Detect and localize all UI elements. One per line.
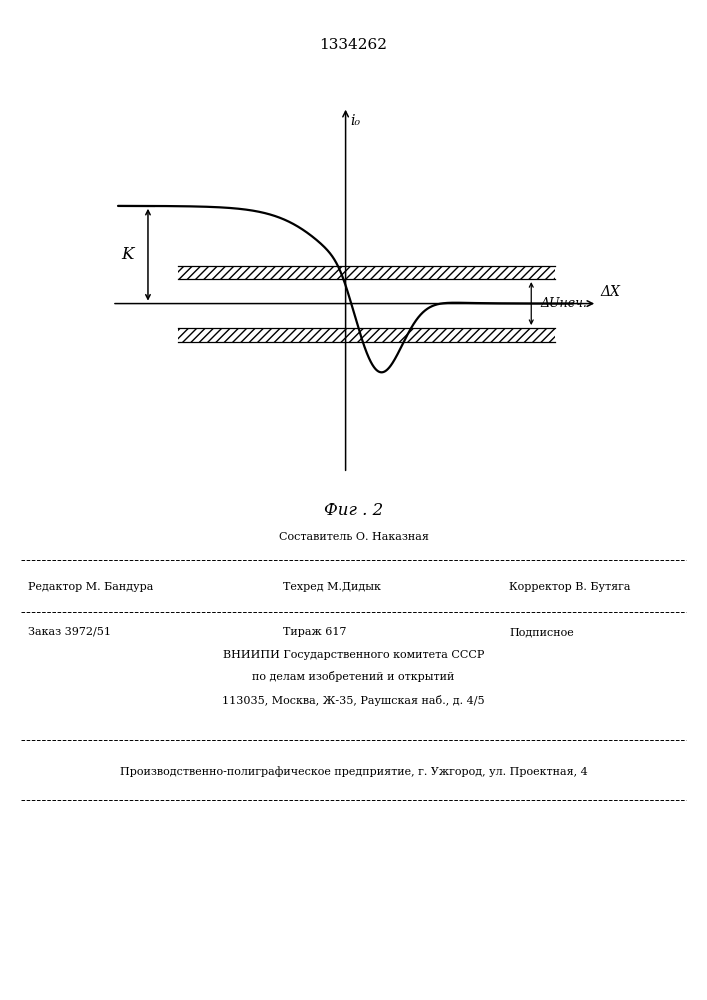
Text: i₀: i₀ xyxy=(351,114,361,128)
Text: ВНИИПИ Государственного комитета СССР: ВНИИПИ Государственного комитета СССР xyxy=(223,650,484,660)
Text: Производственно-полиграфическое предприятие, г. Ужгород, ул. Проектная, 4: Производственно-полиграфическое предприя… xyxy=(119,767,588,777)
Bar xyxy=(178,266,555,279)
Text: ΔX: ΔX xyxy=(600,286,620,300)
Bar xyxy=(178,328,555,342)
Text: по делам изобретений и открытий: по делам изобретений и открытий xyxy=(252,672,455,682)
Text: Подписное: Подписное xyxy=(509,627,574,637)
Text: 1334262: 1334262 xyxy=(320,38,387,52)
Text: K: K xyxy=(121,246,133,263)
Text: Заказ 3972/51: Заказ 3972/51 xyxy=(28,627,111,637)
Text: Техред М.Дидык: Техред М.Дидык xyxy=(283,582,380,592)
Text: ΔUнеч.: ΔUнеч. xyxy=(540,297,587,310)
Text: Корректор В. Бутяга: Корректор В. Бутяга xyxy=(509,582,631,592)
Text: Тираж 617: Тираж 617 xyxy=(283,627,346,637)
Text: Составитель О. Наказная: Составитель О. Наказная xyxy=(279,532,428,542)
Text: 113035, Москва, Ж-35, Раушская наб., д. 4/5: 113035, Москва, Ж-35, Раушская наб., д. … xyxy=(222,694,485,706)
Text: Редактор М. Бандура: Редактор М. Бандура xyxy=(28,582,153,592)
Text: Фиг . 2: Фиг . 2 xyxy=(324,502,383,519)
